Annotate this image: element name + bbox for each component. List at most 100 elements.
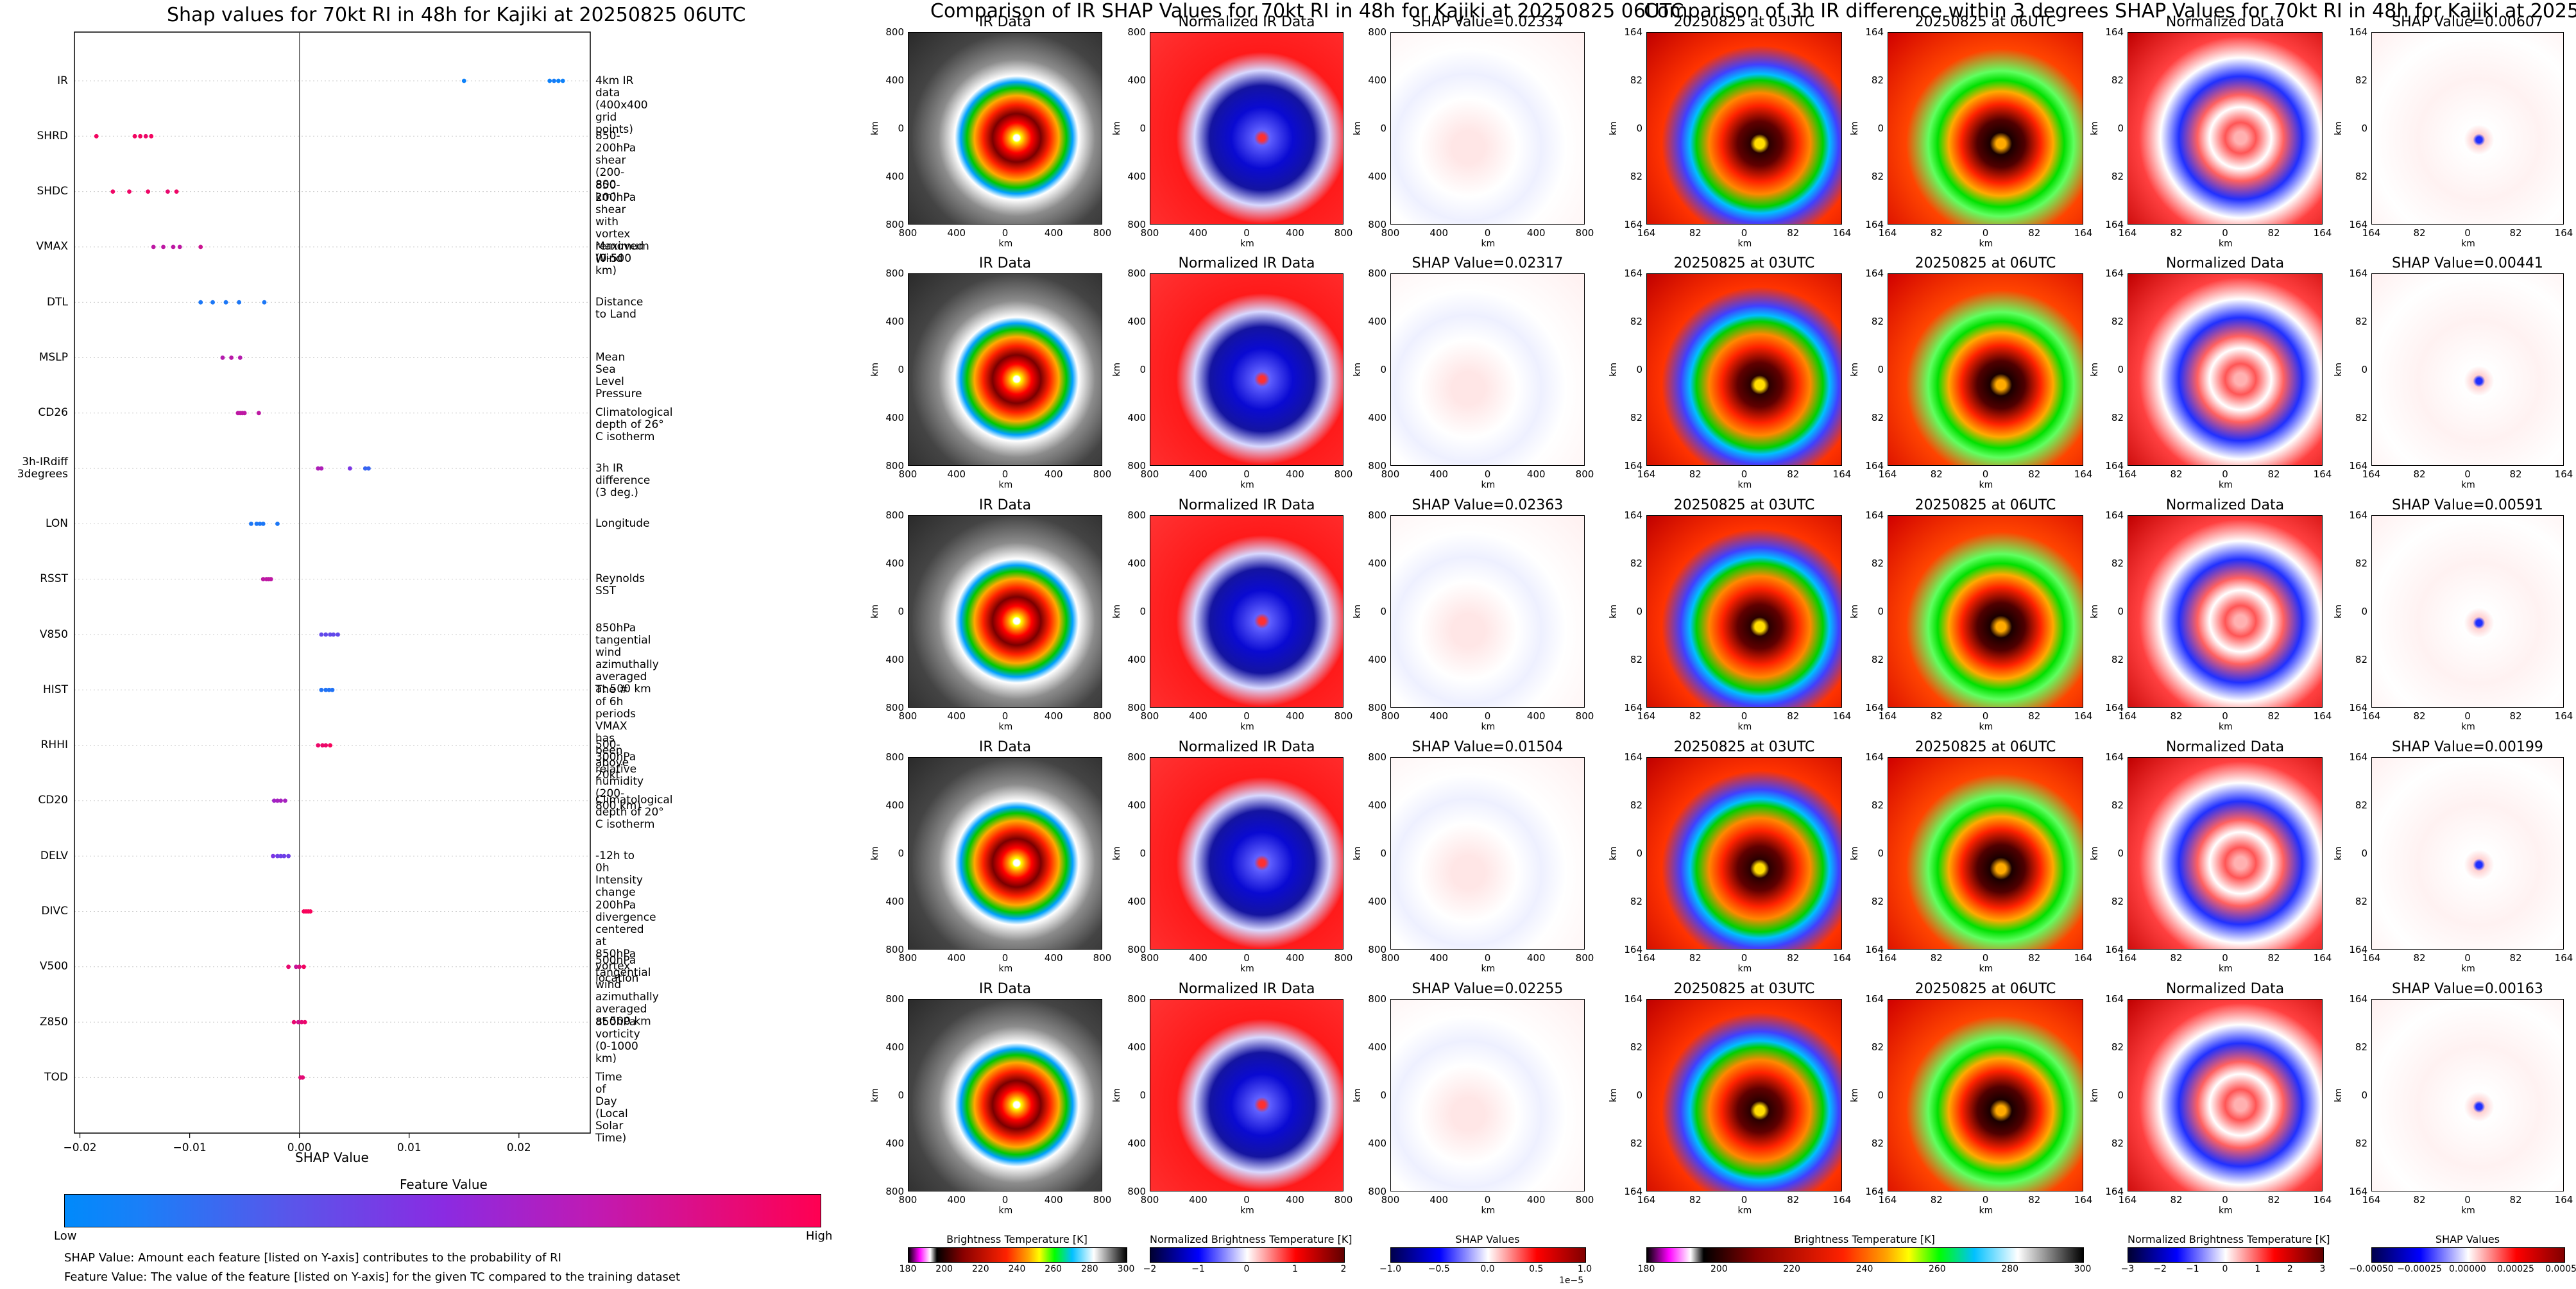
feature-label: DTL (47, 295, 68, 309)
diff-cbar2 (2128, 1247, 2324, 1263)
x-tick-label: 82 (1689, 1194, 1702, 1206)
x-tick-label: 82 (1689, 710, 1702, 722)
feature-label: DIVC (41, 905, 68, 918)
y-tick-label: 400 (885, 558, 904, 569)
x-tick-label: 164 (2554, 227, 2573, 239)
colorbar-tick-label: 260 (1928, 1264, 1946, 1274)
x-tick-label: 400 (1526, 227, 1546, 239)
ir-cbar3-label: SHAP Values (1455, 1233, 1520, 1245)
x-tick-label: 82 (2413, 710, 2426, 722)
x-tick-label: 800 (1334, 1194, 1353, 1206)
y-tick-label: 82 (1871, 799, 1884, 811)
panel-title: 20250825 at 06UTC (1915, 981, 2056, 997)
diff-cbar1-ticks: 180 200 220 240 260 280 300 (1638, 1264, 2092, 1277)
x-tick-label: 800 (1093, 227, 1112, 239)
x-tick-label: 800 (1140, 227, 1159, 239)
y-tick-label: 0 (2117, 848, 2124, 859)
colorbar-tick-label: 300 (2074, 1264, 2092, 1274)
y-axis-label: km (1608, 604, 1619, 619)
x-tick-label: 82 (2170, 710, 2183, 722)
x-tick-label: 164 (1878, 468, 1897, 480)
x-tick-label: 164 (2074, 227, 2093, 239)
colorbar-tick-label: 1.0 (1577, 1264, 1592, 1274)
y-tick-label: 400 (1127, 558, 1146, 569)
summary-xticks: −0.02 −0.01 0.00 0.01 0.02 (63, 1133, 531, 1154)
x-tick-label: 800 (1140, 1194, 1159, 1206)
y-tick-label: 82 (2111, 558, 2124, 569)
panel-title: IR Data (978, 981, 1032, 997)
shap-point (237, 355, 243, 360)
x-tick-label: 400 (947, 468, 966, 480)
panel-title: Normalized IR Data (1178, 14, 1315, 30)
x-tick-label: 164 (2074, 468, 2093, 480)
y-tick-label: 400 (885, 654, 904, 665)
colorbar-tick-label: 0.00050 (2545, 1264, 2576, 1274)
y-tick-label: 82 (2355, 558, 2367, 569)
x-tick-label: 164 (1878, 710, 1897, 722)
x-tick-label: 400 (1189, 952, 1207, 964)
summary-xlabel: SHAP Value (295, 1150, 369, 1165)
summary-colorbar-high: High (806, 1229, 833, 1243)
shap-point (323, 632, 328, 637)
feature-label: Z850 (39, 1015, 68, 1029)
x-tick-label: 82 (2413, 227, 2426, 239)
x-tick-label: 82 (1787, 1194, 1800, 1206)
feature-description: 200hPa divergence centered at 850hPa vor… (595, 898, 656, 985)
x-tick-label: 400 (947, 227, 966, 239)
x-tick-label: 164 (1637, 1194, 1656, 1206)
x-tick-label: 800 (1093, 952, 1112, 964)
panel-title: 20250825 at 03UTC (1673, 497, 1815, 513)
x-tick-label: 0 (1484, 710, 1491, 722)
y-tick-label: 0 (1139, 606, 1146, 617)
feature-label: RSST (40, 572, 68, 586)
image-panel (1390, 515, 1585, 708)
x-tick-label: 800 (1093, 710, 1112, 722)
shap-point (260, 577, 266, 582)
y-tick-label: 164 (2105, 219, 2124, 230)
feature-label: CD26 (38, 406, 68, 420)
y-tick-label: 800 (1127, 460, 1146, 472)
feature-label: VMAX (36, 240, 68, 253)
y-tick-label: 0 (2117, 123, 2124, 134)
x-axis-label: km (998, 1206, 1013, 1216)
shap-point (316, 743, 321, 747)
x-tick-label: 800 (1575, 1194, 1594, 1206)
shap-point (260, 522, 266, 526)
colorbar-tick-label: 200 (935, 1264, 953, 1274)
ir-cbar3-exponent: 1e−5 (1559, 1276, 1584, 1286)
y-tick-label: 0 (1877, 364, 1884, 375)
x-tick-label: 164 (2313, 1194, 2332, 1206)
x-tick-label: 82 (1787, 227, 1800, 239)
y-axis-label: km (2333, 363, 2344, 377)
y-axis-label: km (1608, 363, 1619, 377)
shap-point (347, 466, 352, 471)
shap-point (296, 1020, 301, 1025)
y-tick-label: 164 (2105, 509, 2124, 521)
y-axis-label: km (1849, 1088, 1860, 1102)
x-tick-label: 164 (1637, 952, 1656, 964)
x-tick-label: 800 (1140, 952, 1159, 964)
colorbar-tick-label: −0.00025 (2397, 1264, 2442, 1274)
x-tick-label: 400 (1286, 952, 1304, 964)
y-tick-label: 0 (1636, 123, 1642, 134)
y-tick-label: 0 (898, 123, 904, 134)
y-tick-label: 82 (1630, 1041, 1642, 1053)
x-axis-label: km (1737, 1206, 1752, 1216)
feature-description: The # of 6h periods VMAX has been above … (595, 683, 636, 781)
shap-point (302, 1020, 307, 1025)
x-tick-label: 82 (2028, 952, 2041, 964)
x-axis-label: km (1240, 964, 1254, 974)
diff-cbar1-label: Brightness Temperature [K] (1794, 1233, 1935, 1245)
shap-point (132, 133, 137, 139)
x-tick-label: 82 (2170, 468, 2183, 480)
x-tick-label: 82 (1787, 710, 1800, 722)
x-tick-label: 0 (2222, 227, 2228, 239)
y-tick-label: 164 (1624, 751, 1642, 763)
panel-title: Normalized Data (2165, 14, 2285, 30)
image-panel (1150, 999, 1343, 1191)
feature-description: 850hPa vorticity (0-1000 km) (595, 1015, 640, 1065)
x-tick-label: 0 (1243, 710, 1250, 722)
shap-point (291, 1020, 296, 1025)
colorbar-tick-label: 180 (899, 1264, 917, 1274)
x-tick-label: 164 (2362, 952, 2381, 964)
